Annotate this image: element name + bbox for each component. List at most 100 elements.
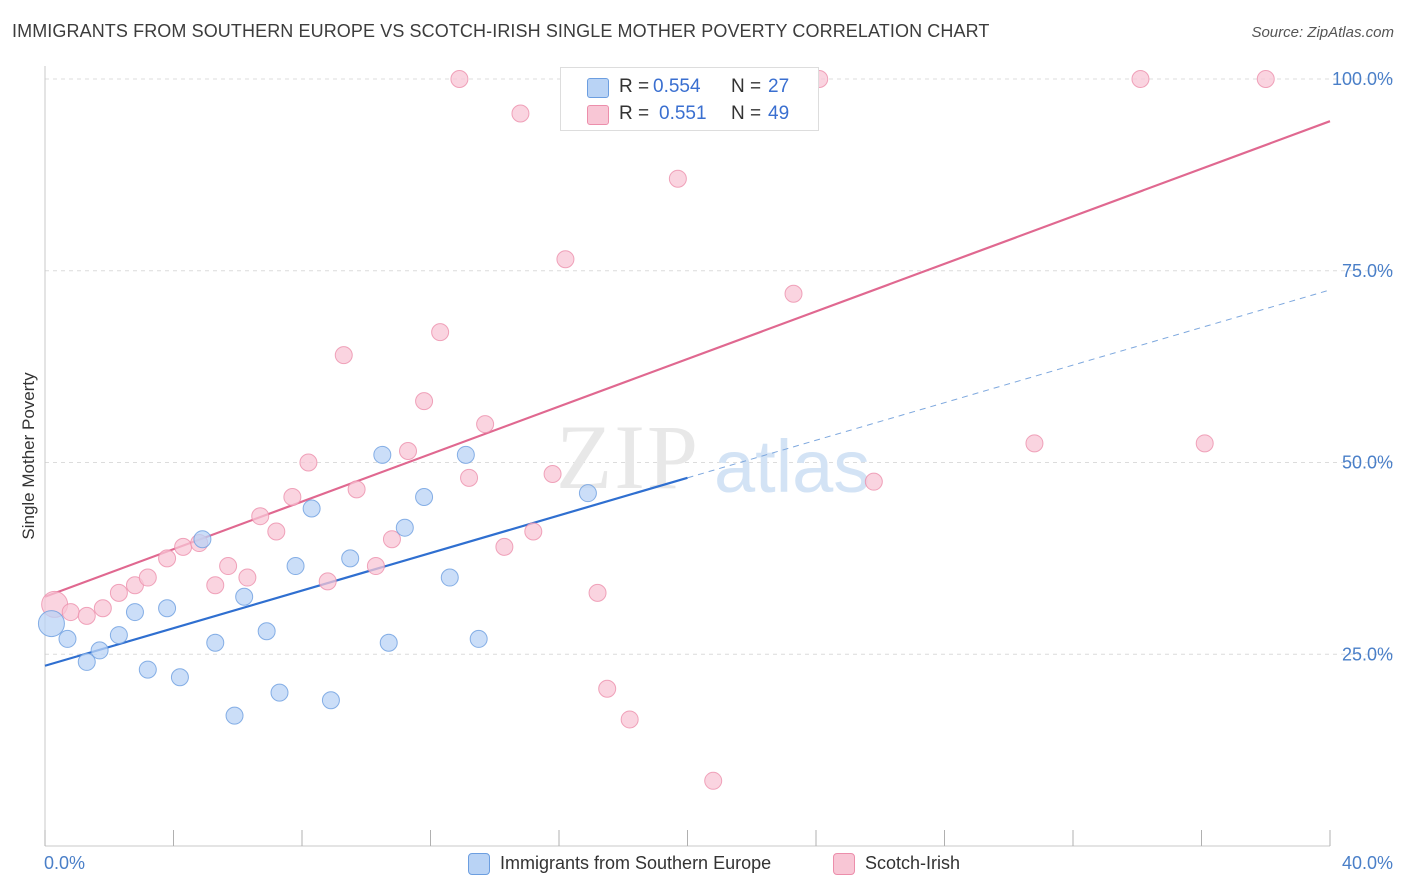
point-scotch-irish <box>864 472 883 491</box>
legend-r-label: R = <box>619 76 650 97</box>
point-immigrants <box>109 626 128 645</box>
legend-r-value: 0.551 <box>659 103 707 124</box>
point-scotch-irish <box>334 346 353 365</box>
point-immigrants <box>456 445 475 464</box>
point-immigrants <box>138 660 157 679</box>
legend-n-label: N = <box>731 103 762 124</box>
point-scotch-irish <box>1256 70 1275 88</box>
legend-r-label: R = <box>619 103 650 124</box>
point-immigrants <box>469 629 488 648</box>
y-tick-label: 25.0% <box>1342 644 1393 664</box>
point-immigrants <box>302 499 321 518</box>
point-scotch-irish <box>543 465 562 484</box>
point-immigrants <box>440 568 459 587</box>
point-scotch-irish <box>524 522 543 541</box>
point-scotch-irish <box>382 530 401 549</box>
point-scotch-irish <box>347 480 366 499</box>
point-scotch-irish <box>1195 434 1214 453</box>
point-scotch-irish <box>495 537 514 556</box>
point-scotch-irish <box>158 549 177 568</box>
legend-swatch-pink <box>587 105 609 125</box>
point-immigrants <box>90 641 109 660</box>
point-scotch-irish <box>399 441 418 460</box>
point-scotch-irish <box>283 488 302 507</box>
point-scotch-irish <box>588 583 607 602</box>
point-scotch-irish <box>556 250 575 269</box>
axes <box>44 66 1331 847</box>
zipatlas-watermark: ZIP atlas <box>556 406 870 508</box>
point-immigrants <box>77 652 96 671</box>
point-scotch-irish <box>138 568 157 587</box>
point-immigrants <box>193 530 212 549</box>
point-scotch-irish <box>460 468 479 487</box>
point-scotch-irish <box>299 453 318 472</box>
x-tick-label: 0.0% <box>44 853 85 873</box>
point-scotch-irish <box>366 557 385 576</box>
point-scotch-irish <box>511 104 530 123</box>
legend-swatch-blue <box>587 78 609 98</box>
point-scotch-irish <box>219 557 238 576</box>
point-scotch-irish <box>450 70 469 88</box>
point-scotch-irish <box>318 572 337 591</box>
point-scotch-irish <box>620 710 639 729</box>
point-immigrants <box>286 557 305 576</box>
point-scotch-irish <box>476 415 495 434</box>
legend-swatch-pink <box>833 853 855 875</box>
point-immigrants <box>373 445 392 464</box>
point-immigrants <box>158 599 177 618</box>
point-immigrants <box>206 633 225 652</box>
point-immigrants <box>125 603 144 622</box>
watermark-zip: ZIP <box>556 406 700 508</box>
point-immigrants <box>257 622 276 641</box>
legend-n-label: N = <box>731 76 762 97</box>
legend-series-name: Scotch-Irish <box>865 853 961 873</box>
point-immigrants <box>321 691 340 710</box>
point-scotch-irish <box>238 568 257 587</box>
point-immigrants <box>341 549 360 568</box>
point-immigrants <box>37 610 65 638</box>
point-scotch-irish <box>206 576 225 595</box>
x-tick-label: 40.0% <box>1342 853 1393 873</box>
trend-line-immigrants-extension <box>687 289 1331 479</box>
point-scotch-irish <box>267 522 286 541</box>
point-scotch-irish <box>431 323 450 342</box>
point-scotch-irish <box>109 583 128 602</box>
trend-lines <box>44 120 1331 667</box>
legend-n-value: 49 <box>768 103 790 124</box>
legend-series-name: Immigrants from Southern Europe <box>500 853 772 873</box>
point-immigrants <box>235 587 254 606</box>
point-immigrants <box>578 484 597 503</box>
point-scotch-irish <box>668 169 687 188</box>
point-scotch-irish <box>1025 434 1044 453</box>
point-immigrants <box>225 706 244 725</box>
y-tick-label: 100.0% <box>1332 69 1393 89</box>
point-immigrants <box>415 488 434 507</box>
tick-labels: 25.0% 50.0% 75.0% 100.0% 0.0% 40.0% <box>44 69 1393 873</box>
point-scotch-irish <box>784 284 803 303</box>
point-immigrants <box>395 518 414 537</box>
trend-line-immigrants <box>44 476 688 667</box>
watermark-atlas: atlas <box>714 425 870 508</box>
point-scotch-irish <box>415 392 434 411</box>
grid-lines <box>45 78 1395 655</box>
legend-n-value: 27 <box>768 76 790 97</box>
legend-swatch-blue <box>468 853 490 875</box>
trend-line-scotch-irish <box>44 120 1331 598</box>
point-immigrants <box>270 683 289 702</box>
point-immigrants <box>170 668 189 687</box>
point-scotch-irish <box>251 507 270 526</box>
y-tick-label: 75.0% <box>1342 261 1393 281</box>
chart-title: IMMIGRANTS FROM SOUTHERN EUROPE VS SCOTC… <box>12 21 990 41</box>
point-immigrants <box>379 633 398 652</box>
point-scotch-irish <box>174 537 193 556</box>
correlation-legend: R = 0.554 N = 27 R = 0.551 N = 49 <box>560 67 819 131</box>
y-tick-label: 50.0% <box>1342 453 1393 473</box>
point-scotch-irish <box>704 771 723 790</box>
source-credit: Source: ZipAtlas.com <box>1251 24 1394 41</box>
point-scotch-irish <box>61 603 80 622</box>
point-scotch-irish <box>77 606 96 625</box>
point-scotch-irish <box>598 679 617 698</box>
point-scotch-irish <box>1131 70 1150 88</box>
point-immigrants <box>58 629 77 648</box>
